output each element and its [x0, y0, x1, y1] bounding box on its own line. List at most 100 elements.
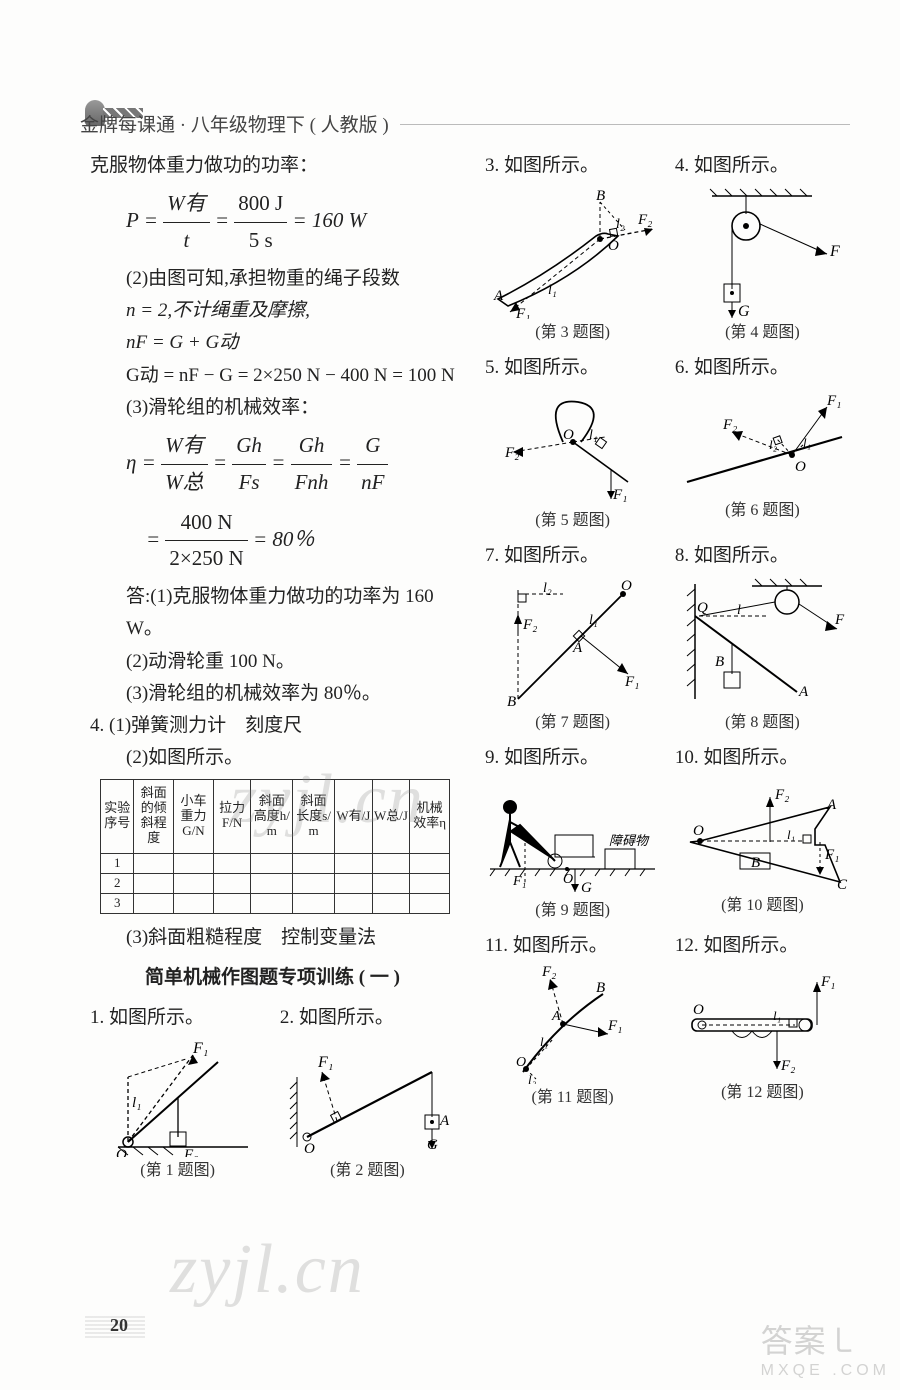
table-row: 1 — [101, 853, 450, 873]
fig6-caption: (第 6 题图) — [675, 497, 850, 524]
line-nF: nF = G + G动 — [90, 327, 455, 359]
svg-text:l₁: l₁ — [589, 428, 598, 443]
svg-text:l₁: l₁ — [132, 1095, 141, 1111]
fig-4: F G — [682, 184, 842, 319]
svg-text:F₂: F₂ — [504, 445, 519, 461]
svg-text:F₂: F₂ — [637, 212, 652, 228]
svg-text:F₂: F₂ — [522, 617, 537, 633]
q4-label: 4. 如图所示。 — [675, 150, 850, 182]
fig8-caption: (第 8 题图) — [675, 709, 850, 736]
q11-q12-row: 11. 如图所示。 O F₂ B F₁ A l₁ — [485, 930, 850, 1117]
two-column-body: 克服物体重力做功的功率： P = W有t = 800 J5 s = 160 W … — [90, 150, 850, 1320]
q4-part2: (2)如图所示。 — [90, 742, 455, 774]
q1-label: 1. 如图所示。 — [90, 1002, 265, 1034]
fig-1: F₁ l₁ O F₂ — [98, 1037, 258, 1157]
fig-9: 障碍物 O F₁ G — [485, 777, 660, 897]
svg-text:F₁: F₁ — [317, 1054, 333, 1071]
svg-text:O: O — [516, 1055, 526, 1070]
svg-text:F₂: F₂ — [780, 1058, 795, 1074]
q12-label: 12. 如图所示。 — [675, 930, 850, 962]
svg-text:l₂: l₂ — [616, 217, 625, 232]
svg-text:A: A — [572, 640, 583, 656]
fig-8: Q l F B A — [677, 574, 847, 709]
svg-text:C: C — [837, 877, 848, 892]
page-number: 20 — [110, 1315, 128, 1336]
svg-text:l₁: l₁ — [803, 435, 811, 450]
fig-6: F₁ F₂ l₁ l₂ O — [677, 387, 847, 497]
fig1-caption: (第 1 题图) — [90, 1157, 265, 1184]
svg-text:B: B — [507, 694, 516, 709]
svg-text:F₁: F₁ — [624, 674, 639, 690]
fig-7: O l₂ l₁ F₂ A F₁ B — [493, 574, 653, 709]
svg-text:B: B — [596, 980, 605, 996]
svg-text:F₁: F₁ — [512, 874, 526, 889]
svg-text:A: A — [439, 1113, 450, 1129]
fig5-caption: (第 5 题图) — [485, 507, 660, 534]
svg-text:Q: Q — [697, 600, 708, 616]
line-Gdong: G动 = nF − G = 2×250 N − 400 N = 100 N — [90, 360, 455, 392]
fig10-caption: (第 10 题图) — [675, 892, 850, 919]
answer-3: (3)滑轮组的机械效率为 80％。 — [90, 678, 455, 710]
svg-text:F₁: F₁ — [820, 974, 835, 990]
svg-text:F₁: F₁ — [607, 1018, 622, 1034]
svg-text:A: A — [493, 288, 504, 304]
q7-q8-row: 7. 如图所示。 O l₂ l₁ F₂ — [485, 540, 850, 742]
svg-text:l₂: l₂ — [769, 437, 778, 452]
fig9-caption: (第 9 题图) — [485, 897, 660, 924]
fig-12: O l₁ F₁ F₂ — [677, 964, 847, 1079]
power-equation: P = W有t = 800 J5 s = 160 W — [126, 186, 455, 258]
q2-label: 2. 如图所示。 — [280, 1002, 455, 1034]
svg-text:O: O — [795, 459, 806, 475]
svg-text:O: O — [116, 1147, 127, 1157]
q3-q4-row: 3. 如图所示。 B l₂ F₂ O l₁ — [485, 150, 850, 352]
table-row: 3 — [101, 893, 450, 913]
page: 金牌每课通 · 八年级物理下 ( 人教版 ) 克服物体重力做功的功率： P = … — [0, 0, 900, 1390]
fig7-caption: (第 7 题图) — [485, 709, 660, 736]
svg-text:B: B — [596, 188, 605, 204]
q7-label: 7. 如图所示。 — [485, 540, 660, 572]
section-title: 简单机械作图题专项训练 ( 一 ) — [90, 962, 455, 994]
svg-text:F₁: F₁ — [824, 847, 839, 863]
q4-part1: 4. (1)弹簧测力计 刻度尺 — [90, 710, 455, 742]
q4-part3: (3)斜面粗糙程度 控制变量法 — [90, 922, 455, 954]
answer-2: (2)动滑轮重 100 N。 — [90, 646, 455, 678]
svg-text:l₂: l₂ — [528, 1072, 537, 1084]
line-n-eq: n = 2,不计绳重及摩擦, — [90, 295, 455, 327]
svg-text:l₁: l₁ — [787, 827, 795, 842]
table-row: 2 — [101, 873, 450, 893]
table-header-row: 实验序号斜面的倾斜程度 小车重力G/N拉力F/N 斜面高度h/m斜面长度s/m … — [101, 779, 450, 853]
fig2-caption: (第 2 题图) — [280, 1157, 455, 1184]
q9-q10-row: 9. 如图所示。 障碍物 O — [485, 742, 850, 929]
svg-text:F: F — [829, 243, 840, 260]
svg-text:F₂: F₂ — [722, 417, 737, 433]
svg-text:O: O — [621, 578, 632, 594]
svg-text:O: O — [608, 238, 619, 254]
svg-text:F₁: F₁ — [515, 306, 530, 319]
line-eff-title: (3)滑轮组的机械效率： — [90, 392, 455, 424]
svg-text:l₁: l₁ — [773, 1008, 781, 1023]
fig-2: F₁ O A G — [282, 1037, 452, 1157]
svg-text:B: B — [715, 654, 724, 670]
experiment-table: 实验序号斜面的倾斜程度 小车重力G/N拉力F/N 斜面高度h/m斜面长度s/m … — [100, 779, 450, 914]
fig4-caption: (第 4 题图) — [675, 319, 850, 346]
svg-text:障碍物: 障碍物 — [609, 833, 650, 848]
svg-text:l: l — [737, 603, 741, 618]
fig3-caption: (第 3 题图) — [485, 319, 660, 346]
header-rule — [400, 124, 850, 125]
svg-text:G: G — [581, 880, 592, 896]
q8-label: 8. 如图所示。 — [675, 540, 850, 572]
q10-label: 10. 如图所示。 — [675, 742, 850, 774]
fig-10: O F₂ A l₁ F₁ B C — [675, 777, 850, 892]
line-n-segments: (2)由图可知,承担物重的绳子段数 — [90, 263, 455, 295]
svg-text:A: A — [826, 797, 837, 813]
corner-stamp: 答案㇄ MXQE .COM — [761, 1316, 890, 1380]
q5-q6-row: 5. 如图所示。 O l₁ F₂ F₁ (第 5 题图) — [485, 352, 850, 539]
svg-text:A: A — [551, 1009, 561, 1024]
svg-text:F₁: F₁ — [612, 487, 627, 503]
svg-text:l₁: l₁ — [548, 283, 557, 298]
svg-text:F₁: F₁ — [192, 1040, 208, 1057]
q3-label: 3. 如图所示。 — [485, 150, 660, 182]
svg-text:F₂: F₂ — [541, 964, 556, 980]
q6-label: 6. 如图所示。 — [675, 352, 850, 384]
fig-11: O F₂ B F₁ A l₁ l₂ — [498, 964, 648, 1084]
